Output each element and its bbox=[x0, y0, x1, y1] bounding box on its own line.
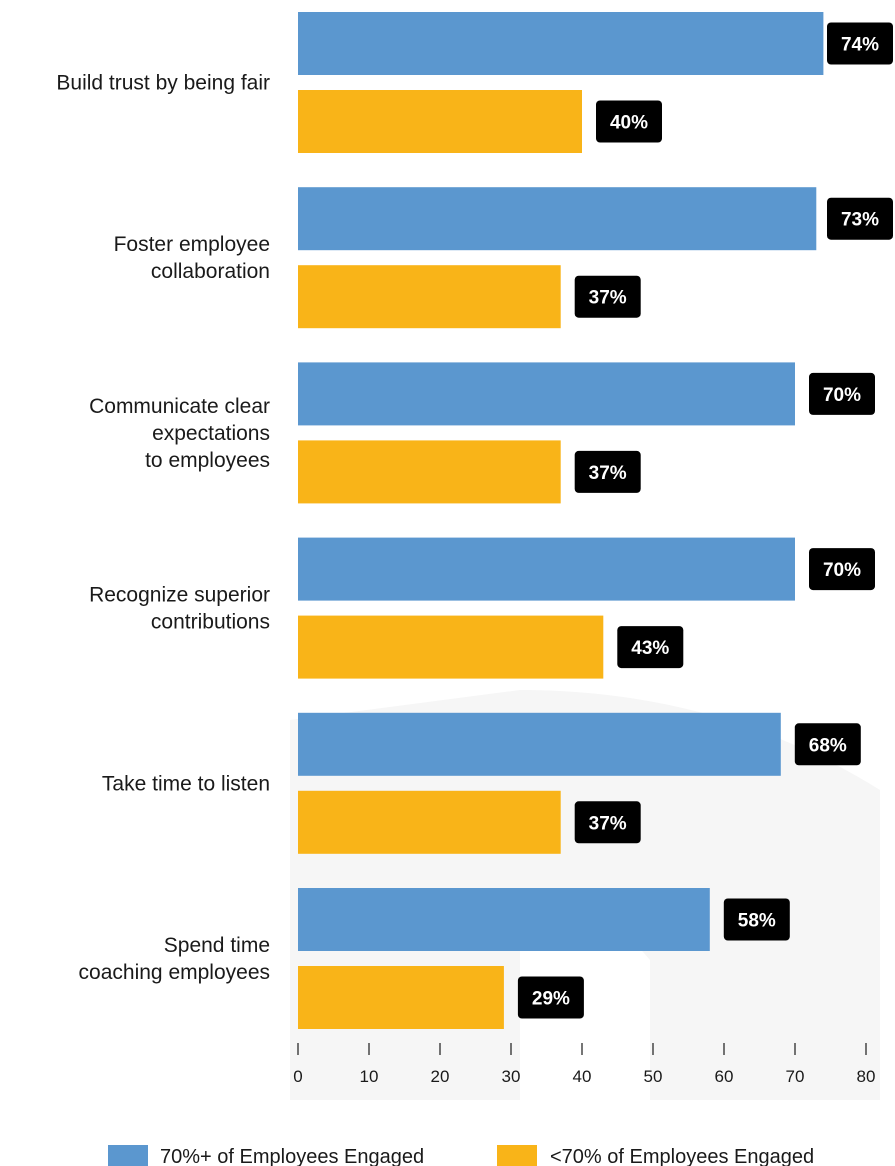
data-label-box bbox=[809, 372, 875, 415]
x-tick-label: 10 bbox=[360, 1067, 379, 1086]
data-label-box bbox=[574, 801, 641, 844]
data-label-text: 37% bbox=[589, 813, 627, 834]
data-label-box bbox=[517, 976, 584, 1019]
data-label: 70% bbox=[809, 548, 875, 591]
bar-s0-c1 bbox=[298, 187, 817, 251]
data-label-box bbox=[827, 197, 893, 240]
bar-s1-c4 bbox=[298, 790, 561, 854]
data-label-box bbox=[794, 723, 861, 766]
bars-layer: 74% 40% 73% 37% 70% 37% 70% 43% 68% 37% 58% 29% bbox=[298, 12, 893, 1029]
x-axis: 0 10 20 30 40 50 60 70 80 bbox=[293, 1043, 875, 1086]
bar-s1-c0 bbox=[298, 90, 582, 153]
data-label-box bbox=[809, 548, 875, 591]
bar-s0-c5 bbox=[298, 888, 710, 951]
category-label: Foster employee collaboration bbox=[114, 233, 270, 283]
data-label-box bbox=[574, 275, 641, 318]
data-label-box bbox=[617, 626, 684, 669]
data-label-box bbox=[574, 450, 641, 493]
bar-s0-c3 bbox=[298, 537, 795, 601]
data-label-text: 73% bbox=[841, 210, 879, 231]
data-label: 74% bbox=[827, 22, 893, 65]
data-label-text: 70% bbox=[823, 385, 861, 406]
data-label: 37% bbox=[574, 275, 641, 318]
x-tick-label: 30 bbox=[502, 1067, 521, 1086]
category-label: Spend time coaching employees bbox=[79, 934, 270, 984]
x-tick-label: 50 bbox=[644, 1067, 663, 1086]
x-tick-label: 40 bbox=[573, 1067, 592, 1086]
data-label-text: 43% bbox=[631, 638, 669, 659]
data-label: 37% bbox=[574, 450, 641, 493]
data-label-text: 37% bbox=[589, 288, 627, 309]
data-label-box bbox=[827, 22, 893, 65]
x-tick-label: 20 bbox=[431, 1067, 450, 1086]
bar-s1-c5 bbox=[298, 966, 504, 1029]
data-label: 37% bbox=[574, 801, 641, 844]
data-label: 73% bbox=[827, 197, 893, 240]
category-labels: Build trust by being fair Foster employee… bbox=[56, 72, 270, 985]
data-label-text: 29% bbox=[532, 989, 570, 1010]
x-tick-label: 60 bbox=[715, 1067, 734, 1086]
category-label: Communicate clear expectations to employee… bbox=[89, 395, 270, 472]
data-label: 43% bbox=[617, 626, 684, 669]
data-label: 70% bbox=[809, 372, 875, 415]
bar-s0-c2 bbox=[298, 362, 795, 426]
category-label: Take time to listen bbox=[102, 772, 270, 795]
x-tick-label: 80 bbox=[857, 1067, 876, 1086]
bar-s0-c4 bbox=[298, 712, 781, 776]
data-label: 58% bbox=[723, 898, 790, 941]
legend-swatch bbox=[108, 1145, 148, 1166]
legend-swatch bbox=[497, 1145, 537, 1166]
bar-s1-c3 bbox=[298, 615, 604, 679]
legend-label: 70%+ of Employees Engaged bbox=[160, 1146, 424, 1166]
data-label: 68% bbox=[794, 723, 861, 766]
data-label-text: 40% bbox=[610, 113, 648, 134]
data-label-text: 68% bbox=[809, 735, 847, 756]
legend-item: 70%+ of Employees Engaged bbox=[108, 1145, 424, 1166]
legend-label: <70% of Employees Engaged bbox=[550, 1146, 814, 1166]
category-label: Build trust by being fair bbox=[56, 72, 270, 95]
legend-item: <70% of Employees Engaged bbox=[497, 1145, 814, 1166]
data-label-text: 74% bbox=[841, 35, 879, 56]
category-label: Recognize superior contributions bbox=[89, 584, 270, 634]
data-label-box bbox=[596, 100, 662, 143]
data-label-text: 58% bbox=[738, 911, 776, 932]
data-label: 40% bbox=[596, 100, 662, 143]
x-tick-label: 70 bbox=[786, 1067, 805, 1086]
x-tick-label: 0 bbox=[293, 1067, 302, 1086]
legend: 70%+ of Employees Engaged <70% of Employe… bbox=[108, 1145, 814, 1166]
data-label-text: 37% bbox=[589, 463, 627, 484]
data-label: 29% bbox=[517, 976, 584, 1019]
bar-s1-c1 bbox=[298, 265, 561, 329]
bar-s1-c2 bbox=[298, 440, 561, 504]
bar-s0-c0 bbox=[298, 12, 824, 75]
data-label-text: 70% bbox=[823, 560, 861, 581]
data-label-box bbox=[723, 898, 790, 941]
